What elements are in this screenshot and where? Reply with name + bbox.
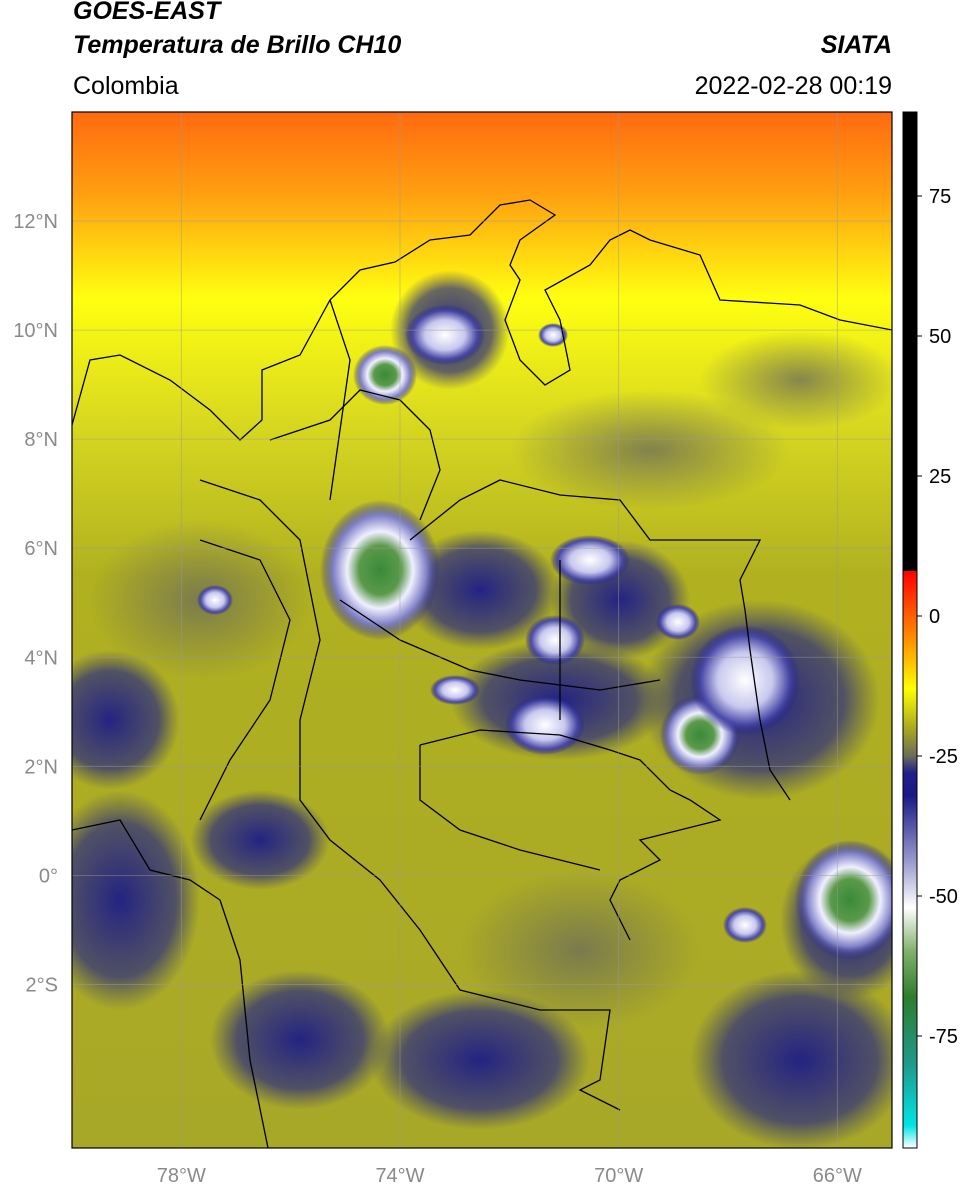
latitude-tick-label: 4°N xyxy=(24,647,58,669)
latitude-tick-label: 0° xyxy=(39,865,58,887)
latitude-tick-label: 2°S xyxy=(26,974,58,996)
colorbar-tick-label: -75 xyxy=(929,1026,958,1048)
department-border xyxy=(199,539,291,821)
product-title: Temperatura de Brillo CH10 xyxy=(73,31,402,59)
agency-label: SIATA xyxy=(820,31,892,59)
convective-core xyxy=(723,907,767,943)
cloud-region xyxy=(210,970,390,1110)
colorbar-tick-label: -25 xyxy=(929,746,958,768)
cloud-region xyxy=(72,650,180,790)
cloud-region xyxy=(690,970,892,1148)
convective-core xyxy=(430,675,480,705)
map-frame xyxy=(71,111,893,1149)
longitude-tick-label: 70°W xyxy=(594,1165,643,1187)
department-border xyxy=(419,745,601,871)
coastline xyxy=(72,199,892,441)
longitude-tick-label: 78°W xyxy=(157,1165,206,1187)
convective-core xyxy=(353,345,417,405)
convective-core xyxy=(505,695,585,755)
cloud-region xyxy=(460,870,700,1030)
colorbar-ticks: 75 50 25 0 -25 -50 -75 xyxy=(917,186,958,1048)
cloud-region xyxy=(72,790,200,1010)
region-label: Colombia xyxy=(73,72,179,100)
latitude-axis: 12°N 10°N 8°N 6°N 4°N 2°N 0° 2°S xyxy=(13,211,58,996)
colorbar-tick-label: 50 xyxy=(929,326,951,348)
department-border xyxy=(339,599,661,691)
country-border xyxy=(409,479,791,801)
colorbar-tick-label: 0 xyxy=(929,606,940,628)
country-border xyxy=(199,479,621,1111)
latitude-tick-label: 12°N xyxy=(13,211,58,233)
convective-core xyxy=(538,323,568,347)
convective-core xyxy=(525,615,585,665)
coastline xyxy=(72,819,269,1148)
latitude-tick-label: 6°N xyxy=(24,538,58,560)
convective-core xyxy=(405,305,485,365)
longitude-axis: 78°W 74°W 70°W 66°W xyxy=(157,1165,862,1187)
cloud-region xyxy=(370,990,590,1130)
satellite-imagery xyxy=(72,112,892,1148)
convective-core xyxy=(656,604,700,640)
convective-core xyxy=(795,840,892,960)
latitude-tick-label: 8°N xyxy=(24,429,58,451)
colorbar-tick-label: 25 xyxy=(929,466,951,488)
cloud-region xyxy=(190,790,330,890)
convective-core xyxy=(690,625,800,735)
longitude-tick-label: 74°W xyxy=(375,1165,424,1187)
colorbar-tick-label: 75 xyxy=(929,186,951,208)
graticule xyxy=(72,112,892,1148)
convective-core xyxy=(197,585,233,615)
satellite-title: GOES-EAST xyxy=(73,0,221,25)
country-border xyxy=(419,729,722,941)
latitude-tick-label: 10°N xyxy=(13,320,58,342)
longitude-tick-label: 66°W xyxy=(813,1165,862,1187)
convective-core xyxy=(320,500,440,640)
cloud-region xyxy=(510,390,790,510)
cloud-region xyxy=(400,530,560,650)
latitude-tick-label: 2°N xyxy=(24,756,58,778)
cloud-region xyxy=(700,330,892,430)
convective-core xyxy=(550,535,630,585)
colorbar xyxy=(902,111,918,1149)
timestamp-label: 2022-02-28 00:19 xyxy=(694,72,892,100)
colorbar-tick-label: -50 xyxy=(929,886,958,908)
